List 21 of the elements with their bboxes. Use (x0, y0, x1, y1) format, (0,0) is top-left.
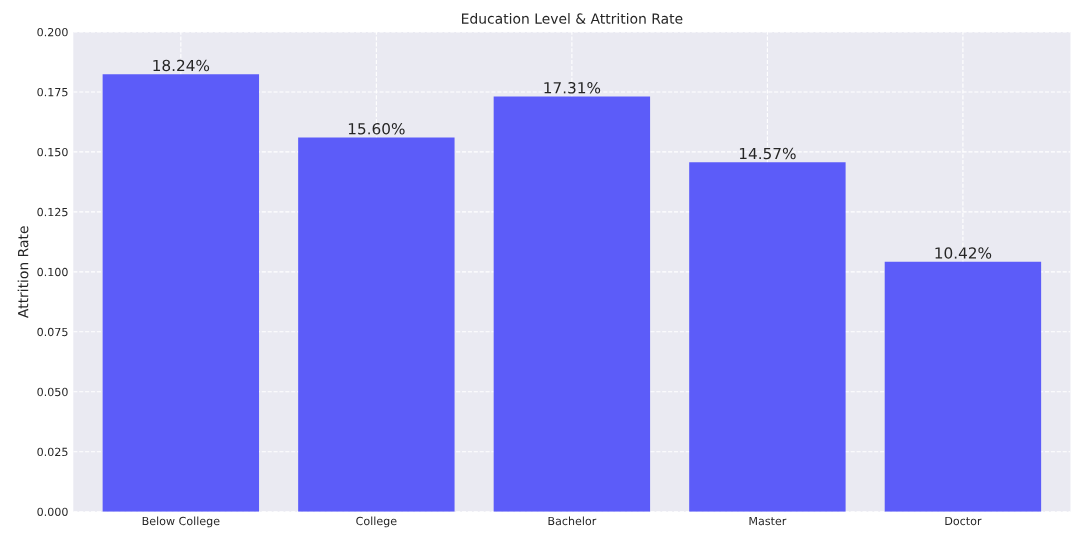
y-tick-label: 0.125 (37, 207, 68, 217)
chart-title: Education Level & Attrition Rate (462, 13, 683, 24)
x-tick-label: Below College (142, 516, 220, 528)
y-tick-label: 0.025 (37, 447, 68, 457)
y-axis-title: Attrition Rate (17, 226, 29, 319)
x-tick-label: Master (749, 516, 787, 526)
data-label: 18.24% (153, 59, 210, 72)
y-tick-label: 0.200 (37, 27, 68, 37)
data-label: 10.42% (935, 247, 992, 259)
x-tick-label: Bachelor (548, 516, 597, 526)
y-tick-label: 0.100 (37, 267, 68, 277)
x-tick-label: Doctor (945, 516, 982, 526)
data-label: 15.60% (348, 123, 405, 135)
y-tick-label: 0.050 (37, 387, 68, 397)
y-tick-label: 0.175 (37, 87, 68, 97)
data-label: 14.57% (739, 147, 796, 160)
y-tick-label: 0.150 (37, 147, 68, 157)
y-tick-label: 0.075 (37, 327, 68, 337)
data-label: 17.31% (544, 81, 601, 94)
x-tick-label: College (356, 516, 397, 528)
y-tick-label: 0.000 (37, 507, 68, 517)
